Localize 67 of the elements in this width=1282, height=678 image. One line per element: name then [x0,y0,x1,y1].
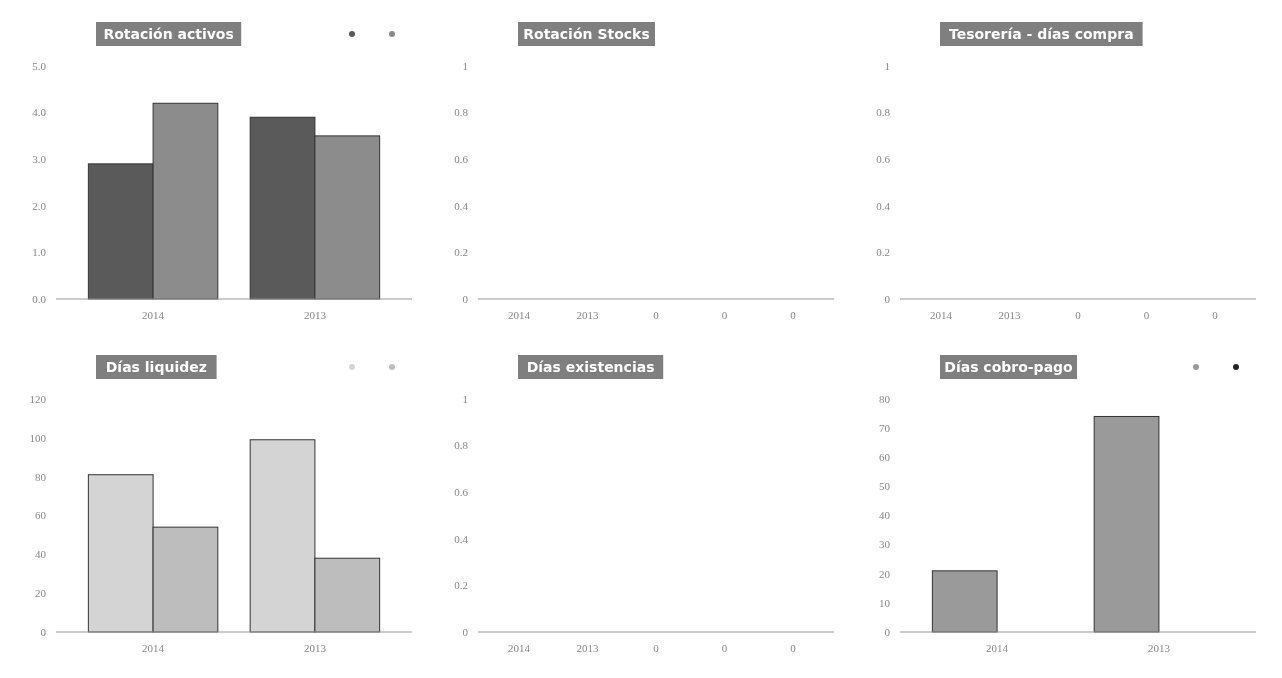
x-tick-label: 2014 [142,309,165,321]
y-tick-label: 2.0 [32,199,47,212]
x-tick-label: 0 [721,309,728,321]
y-tick-label: 0 [462,292,469,305]
x-tick-label: 2013 [303,309,327,321]
y-tick-label: 40 [879,509,891,522]
y-tick-label: 1 [462,392,468,405]
x-tick-label: 0 [790,642,797,654]
x-tick-label: 2014 [142,642,165,654]
chart-title: Tesorería - días compra [949,26,1134,42]
x-tick-label: 0 [1075,309,1082,321]
y-tick-label: 70 [879,421,891,434]
x-tick-label: 0 [1143,309,1150,321]
y-tick-label: 0.6 [454,486,469,499]
chart-title: Días cobro-pago [944,359,1074,375]
y-tick-label: 30 [879,538,891,551]
x-tick-label: 2014 [930,309,953,321]
y-tick-label: 0.6 [454,153,469,166]
y-tick-label: 0.2 [454,246,468,259]
y-tick-label: 0.8 [454,439,469,452]
x-tick-label: 2013 [303,642,327,654]
y-tick-label: 80 [35,470,47,483]
y-tick-label: 0.8 [454,106,469,119]
chart-title: Días liquidez [105,359,207,375]
y-tick-label: 120 [29,392,47,405]
y-tick-label: 10 [879,596,891,609]
chart-title: Días existencias [526,359,655,375]
x-tick-label: 2013 [1147,642,1171,654]
y-tick-label: 0.4 [876,199,891,212]
y-tick-label: 0 [462,625,469,638]
y-tick-label: 0.4 [454,532,469,545]
x-tick-label: 0 [653,309,660,321]
y-tick-label: 80 [879,392,891,405]
y-tick-label: 0 [884,292,891,305]
y-tick-label: 20 [879,567,891,580]
y-tick-label: 1 [462,59,468,72]
x-tick-label: 0 [790,309,797,321]
x-tick-label: 2014 [508,642,531,654]
y-tick-label: 1 [884,59,890,72]
y-tick-label: 20 [35,587,47,600]
x-tick-label: 2014 [986,642,1009,654]
y-tick-label: 3.0 [32,153,47,166]
y-tick-label: 1.0 [32,246,47,259]
x-tick-label: 2013 [998,309,1022,321]
y-tick-label: 0.2 [454,579,468,592]
y-tick-label: 4.0 [32,106,47,119]
y-tick-label: 0.0 [32,292,47,305]
x-tick-label: 2014 [508,309,531,321]
chart-title: Rotación Stocks [523,26,650,42]
x-tick-label: 2013 [576,642,600,654]
y-tick-label: 0.2 [876,246,890,259]
y-tick-label: 0.4 [454,199,469,212]
y-tick-label: 40 [35,548,47,561]
y-tick-label: 0 [884,625,891,638]
x-tick-label: 0 [1212,309,1219,321]
y-tick-label: 0 [40,625,47,638]
chart-title: Rotación activos [103,26,234,42]
y-tick-label: 60 [35,509,47,522]
y-tick-label: 60 [879,451,891,464]
y-tick-label: 0.6 [876,153,891,166]
y-tick-label: 50 [879,480,891,493]
x-tick-label: 0 [721,642,728,654]
y-tick-label: 0.8 [876,106,891,119]
x-tick-label: 2013 [576,309,600,321]
y-tick-label: 100 [29,431,47,444]
x-tick-label: 0 [653,642,660,654]
y-tick-label: 5.0 [32,59,47,72]
